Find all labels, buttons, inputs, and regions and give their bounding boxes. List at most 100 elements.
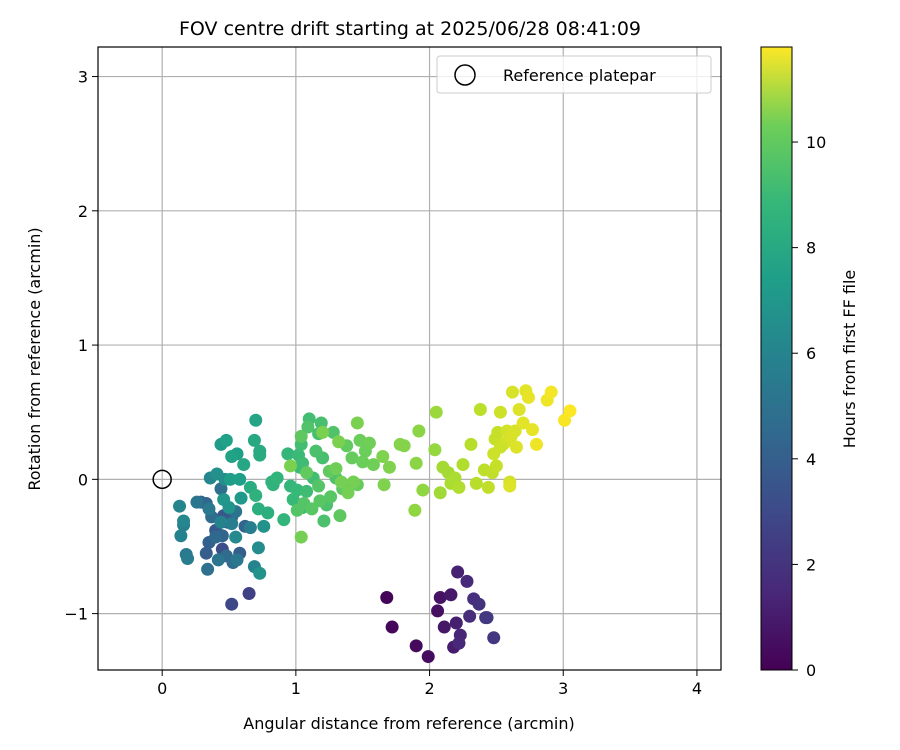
data-point (489, 459, 503, 473)
data-point (210, 467, 224, 481)
data-point (313, 494, 327, 508)
data-point (433, 590, 447, 604)
data-point (412, 424, 426, 438)
data-point (190, 495, 204, 509)
y-tick-label: 3 (78, 68, 88, 87)
data-point (481, 480, 495, 494)
data-points (173, 384, 577, 664)
data-point (452, 480, 466, 494)
data-point (350, 416, 364, 430)
data-point (305, 502, 319, 516)
data-point (211, 553, 225, 567)
reference-platepar-marker (152, 469, 172, 490)
data-point (416, 483, 430, 497)
data-point (334, 475, 348, 489)
data-point (563, 404, 577, 418)
data-point (174, 529, 188, 543)
data-point (329, 462, 343, 476)
data-point (270, 471, 284, 485)
data-point (377, 478, 391, 492)
colorbar-tick-label: 4 (806, 450, 816, 469)
data-point (530, 437, 544, 451)
x-tick-label: 0 (157, 679, 167, 698)
data-point (473, 403, 487, 417)
colorbar-gradient (760, 46, 793, 671)
data-point (233, 472, 247, 486)
data-point (177, 514, 191, 528)
data-point (409, 639, 423, 653)
data-point (202, 502, 216, 516)
data-point (509, 440, 523, 454)
data-point (284, 459, 298, 473)
data-point (408, 503, 422, 517)
y-tick-label: 1 (78, 336, 88, 355)
data-point (300, 466, 314, 480)
data-point (301, 420, 315, 434)
data-point (346, 475, 360, 489)
colorbar-ticks: 0 2 4 6 8 10 (792, 133, 826, 680)
data-point (452, 636, 466, 650)
data-point (480, 611, 494, 625)
data-point (464, 437, 478, 451)
data-point (508, 424, 522, 438)
data-point (225, 450, 239, 464)
colorbar-tick-label: 0 (806, 661, 816, 680)
data-point (219, 433, 233, 447)
data-point (199, 546, 213, 560)
x-tick-label: 4 (692, 679, 702, 698)
data-point (249, 488, 263, 502)
colorbar-tick-label: 6 (806, 344, 816, 363)
data-point (444, 588, 458, 602)
x-axis-label: Angular distance from reference (arcmin) (243, 714, 574, 733)
y-axis-ticks: −1 0 1 2 3 (64, 68, 98, 624)
data-point (312, 479, 326, 493)
data-point (316, 425, 330, 439)
grid-lines (98, 47, 721, 670)
legend-label: Reference platepar (503, 66, 656, 85)
data-point (237, 458, 251, 472)
data-point (317, 514, 331, 528)
data-point (463, 609, 477, 623)
data-point (249, 413, 263, 427)
data-point (437, 620, 451, 634)
data-point (431, 604, 445, 618)
data-point (253, 448, 267, 462)
data-point (456, 458, 470, 472)
plot-frame (97, 46, 722, 671)
data-point (332, 435, 346, 449)
legend-box (436, 55, 712, 94)
data-point (493, 405, 507, 419)
data-point (487, 447, 501, 461)
x-tick-label: 1 (291, 679, 301, 698)
data-point (201, 562, 215, 576)
data-point (382, 460, 396, 474)
data-point (225, 517, 239, 531)
data-point (429, 405, 443, 419)
data-point (225, 597, 239, 611)
data-point (253, 566, 267, 580)
data-point (516, 416, 530, 430)
data-point (209, 530, 223, 544)
data-point (428, 443, 442, 457)
data-point (243, 521, 257, 535)
y-tick-label: 0 (78, 470, 88, 489)
data-point (421, 650, 435, 664)
colorbar-tick-label: 8 (806, 239, 816, 258)
data-point (385, 620, 399, 634)
data-point (449, 616, 463, 630)
data-point (229, 530, 243, 544)
data-point (472, 597, 486, 611)
y-tick-label: 2 (78, 202, 88, 221)
data-point (397, 439, 411, 453)
colorbar-tick-label: 10 (806, 133, 826, 152)
data-point (277, 513, 291, 527)
x-tick-label: 2 (424, 679, 434, 698)
data-point (173, 499, 187, 513)
data-point (181, 552, 195, 566)
data-point (234, 491, 248, 505)
data-point (366, 458, 380, 472)
data-point (261, 506, 275, 520)
data-point (512, 403, 526, 417)
data-point (281, 447, 295, 461)
